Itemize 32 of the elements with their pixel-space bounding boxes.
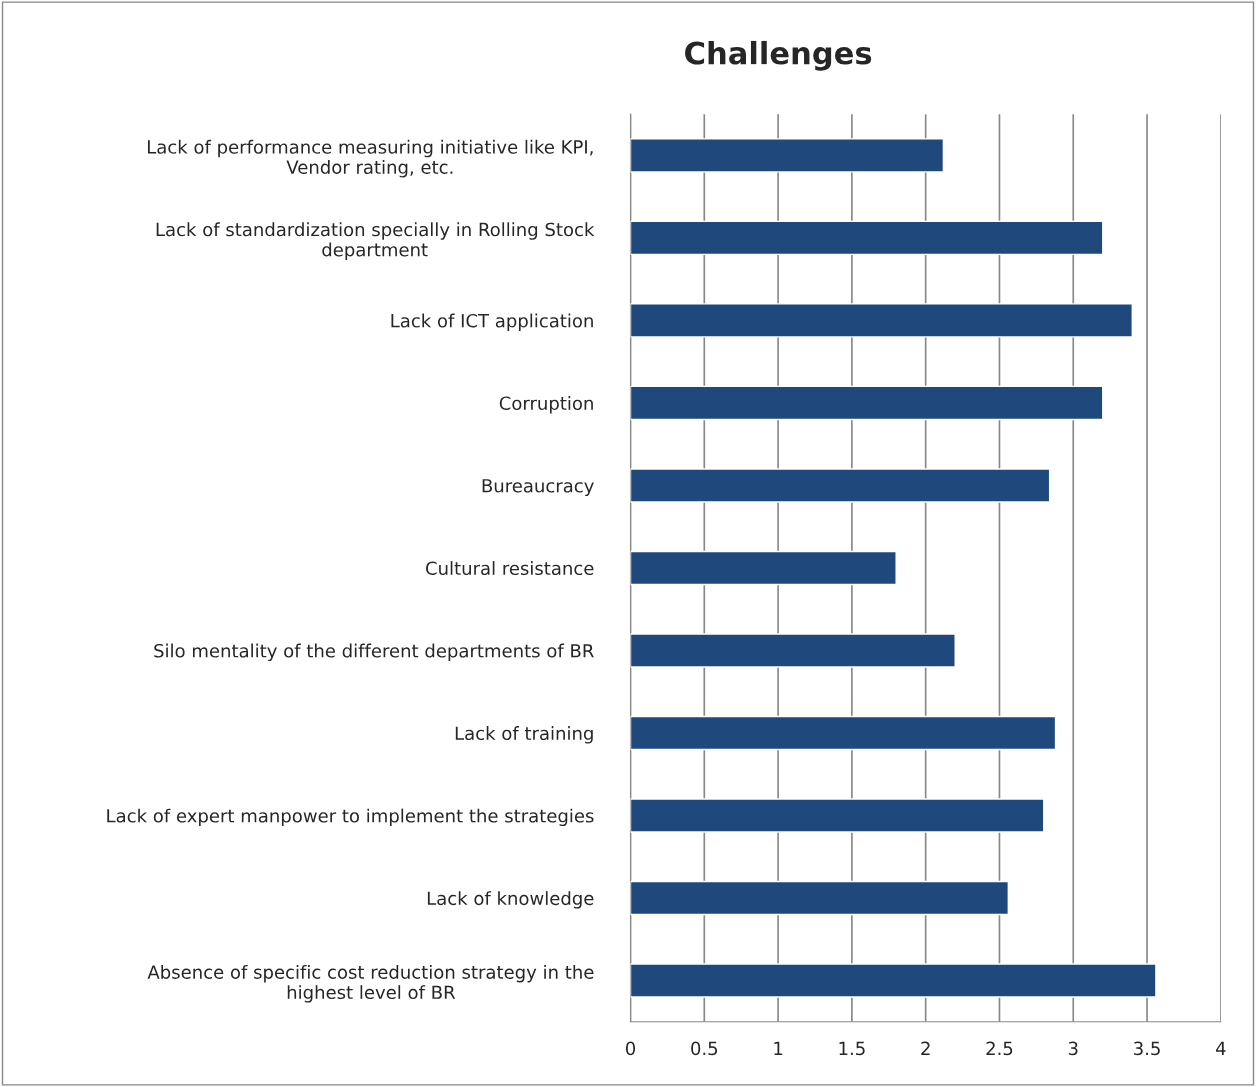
x-tick-label: 0.5: [691, 1041, 718, 1056]
x-tick-label: 2.5: [986, 1041, 1013, 1056]
bar: [630, 963, 1157, 998]
bar: [630, 468, 1051, 503]
y-tick-label: Lack of standardization specially in Rolling Stock department: [156, 222, 595, 260]
chart-title: Challenges: [685, 40, 872, 71]
bar: [630, 385, 1104, 421]
y-tick-label: Lack of knowledge: [427, 891, 594, 909]
y-tick-label: Lack of performance measuring initiative like KPI, Vendor rating, etc.: [147, 139, 593, 178]
bar: [630, 798, 1045, 833]
y-tick-label: Lack of training: [455, 726, 593, 744]
x-tick-label: 0: [625, 1041, 636, 1056]
y-tick-label: Bureaucracy: [482, 479, 594, 497]
bar: [630, 633, 956, 668]
y-tick-label: Corruption: [499, 396, 593, 414]
y-tick-label: Cultural resistance: [426, 561, 594, 576]
y-tick-label: Absence of specific cost reduction strategy in the highest level of BR: [147, 964, 594, 1003]
y-tick-label: Lack of expert manpower to implement the strategies: [107, 808, 594, 827]
x-tick-label: 1: [774, 1041, 783, 1055]
bar: [630, 138, 945, 173]
x-tick-label: 3: [1068, 1041, 1078, 1056]
x-tick-label: 1.5: [839, 1041, 865, 1056]
bar: [630, 880, 1010, 916]
x-tick-label: 2: [921, 1041, 930, 1055]
x-tick-label: 3.5: [1134, 1041, 1160, 1056]
bar: [630, 220, 1104, 256]
bar: [630, 303, 1133, 338]
y-tick-label: Silo mentality of the different departments of BR: [154, 643, 594, 662]
x-tick-label: 4: [1215, 1041, 1226, 1055]
bar: [630, 715, 1057, 751]
bar: [630, 550, 897, 586]
y-tick-label: Lack of ICT application: [391, 313, 593, 332]
